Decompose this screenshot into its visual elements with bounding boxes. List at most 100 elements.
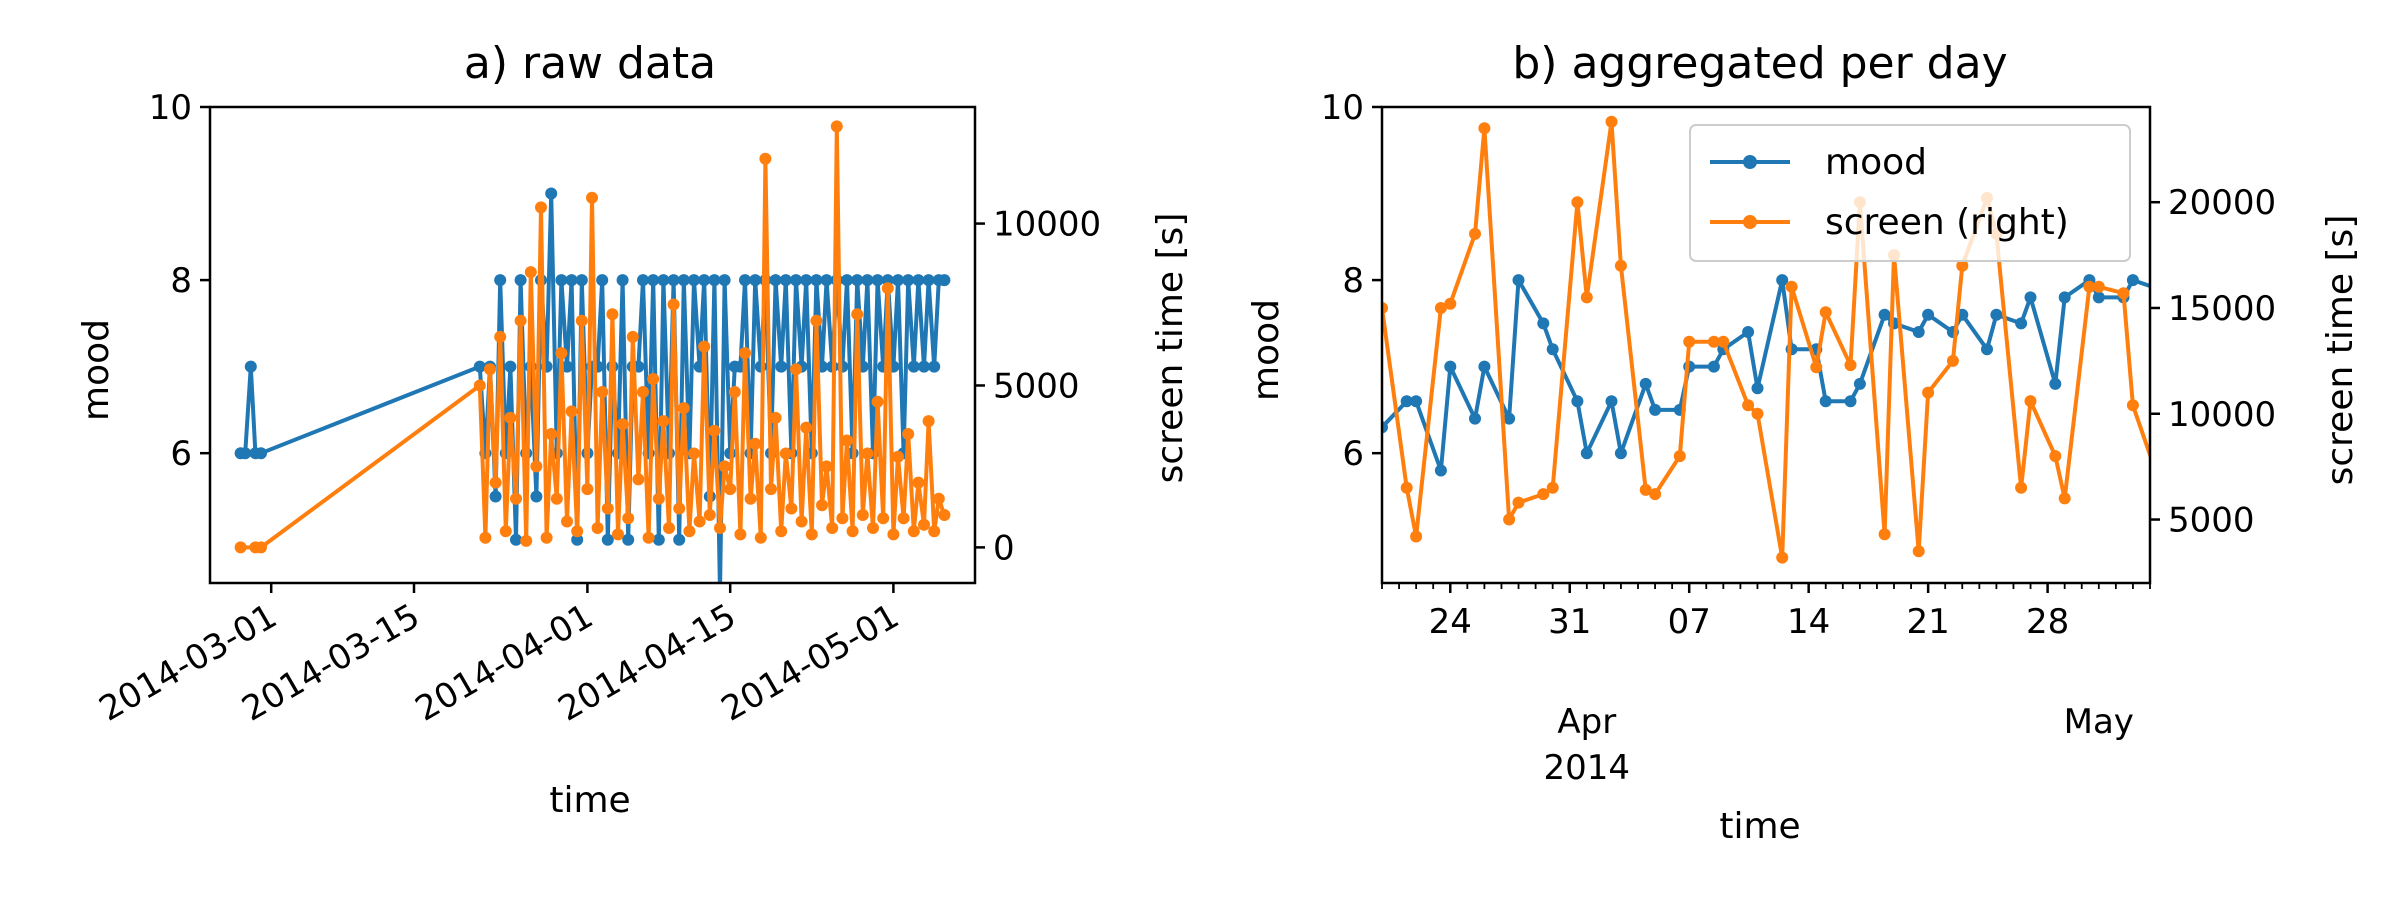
panel-a-screen-point [234,541,247,554]
panel-b-screen-point [1742,399,1755,412]
panel-b-x-tick-label: 07 [1668,602,1711,642]
panel-a-mood-point [255,447,267,460]
panel-a-screen-point [657,415,670,428]
panel-b-screen-point [1503,513,1516,526]
panel-b-screen-point [2083,280,2096,293]
panel-a-mood-point [244,360,257,373]
panel-b-x-tick-label: 21 [1907,602,1950,642]
panel-b-mood-point [1537,317,1550,330]
panel-a-screen-line [240,124,947,550]
panel-a-screen-point [591,522,604,534]
panel-b-mood-point [1571,395,1584,408]
panel-b-screen-point [2049,450,2062,463]
panel-b-screen-point [1400,481,1413,494]
panel-a-screen-point [601,502,614,515]
panel-a-screen-point [673,502,686,515]
panel-b-screen-point [1512,496,1525,509]
panel-a-screen-point [530,460,543,473]
panel-a-mood-point [790,274,802,287]
panel-a-screen-point [555,347,568,360]
panel-b-mood-point [1444,360,1457,373]
panel-b-x-tick-label: 14 [1787,602,1830,642]
panel-b-mood-point [2092,291,2105,304]
panel-b-y-axis-label: mood [1246,299,1287,401]
panel-b-screen-point [1946,354,1959,367]
panel-a-screen-point [688,447,700,460]
panel-b-x-axis-label: time [1719,806,1800,847]
panel-a-mood-point [714,586,726,598]
panel-a-screen-point [698,340,711,353]
panel-a-y-tick-label: 6 [170,434,192,474]
panel-b-mood-point [1853,377,1866,390]
panel-b-screen-point [1478,122,1491,135]
panel-a-mood-point [810,274,823,287]
panel-b-screen-point [1571,196,1584,209]
panel-b-screen-point [1673,450,1686,463]
panel-a-screen-point [473,379,486,392]
panel-b-x-tick-label: 28 [2026,602,2069,642]
panel-b-y-tick-label: 10 [1321,88,1364,128]
panel-b-screen-point [2117,287,2130,300]
panel-a-mood-point [892,274,904,287]
panel-b-screen-point [1844,359,1857,372]
panel-b-screen-point [1546,481,1559,494]
panel-a-screen-point [851,308,864,321]
panel-b-mood-point [2024,291,2037,304]
panel-a-screen-point [703,509,716,521]
panel-a-screen-point [718,460,731,473]
panel-a-screen-point [510,492,522,505]
panel-a-screen-point [652,492,665,505]
panel-a-screen-point [795,515,808,528]
panel-a-screen-point [683,525,696,538]
panel-b-y2-axis-label: screen time [s] [2320,215,2361,486]
panel-b-mood-point [1912,326,1925,338]
panel-b-mood-point [1469,412,1481,425]
panel-a-mood-point [647,274,660,287]
panel-a-screen-point [622,512,635,525]
panel-b-screen-point [1649,488,1662,501]
panel-b-mood-point [1478,360,1491,373]
panel-b-legend-label-mood: mood [1825,142,1927,183]
panel-a-mood-point [667,274,680,287]
panel-a-mood-point [473,360,486,373]
panel-b-mood-point [1400,395,1413,408]
panel-b-month-label-line: Apr [1557,702,1616,742]
panel-b-mood-point [1990,308,2003,321]
panel-b-y-tick-label: 8 [1342,261,1364,301]
panel-a-screen-point [575,314,588,327]
panel-b-mood-point [1878,308,1891,321]
panel-b-screen-point [2092,280,2105,293]
panel-b-screen-point [1956,259,1969,272]
panel-a-mood-point [677,274,690,287]
panel-b-legend-box [1689,124,2131,262]
panel-b-screen-point [1410,530,1423,543]
panel-a-screen-point [693,515,706,528]
panel-a-screen-point [881,282,894,295]
panel-a-mood-point [861,274,874,287]
panel-b-mood-point [2015,317,2028,330]
panel-a-mood-point [779,274,792,287]
panel-a-mood-point [494,274,507,287]
panel-b-mood-point [1776,274,1789,287]
panel-a-y-tick-label: 10 [149,88,192,128]
panel-a-screen-point [667,298,680,311]
panel-a-mood-point [596,274,609,287]
panel-b-mood-point [1981,343,1993,356]
panel-a-screen-point [647,373,660,385]
panel-a-mood-point [530,490,543,503]
panel-b-legend-marker-screen [1743,215,1757,229]
panel-a-mood-point [622,533,635,546]
panel-a-mood-point [708,274,721,287]
panel-b-mood-point [1546,343,1559,356]
panel-a-mood-point [754,360,767,373]
panel-b-screen-point [1922,386,1935,399]
panel-b-mood-line [1382,278,2150,473]
panel-b-mood-point [1922,308,1935,321]
panel-b-y2-tick-label: 10000 [2168,395,2276,435]
panel-a-mood-point [489,490,502,503]
panel-a-screen-point [524,266,537,279]
panel-b-mood-point [1410,395,1423,408]
panel-b-month-label: May [2064,702,2134,742]
panel-b-plot-area: 6 8 10 5000 10000 15000 20000 24 31 07 14 21 28 Apr 20… [1321,88,2276,788]
